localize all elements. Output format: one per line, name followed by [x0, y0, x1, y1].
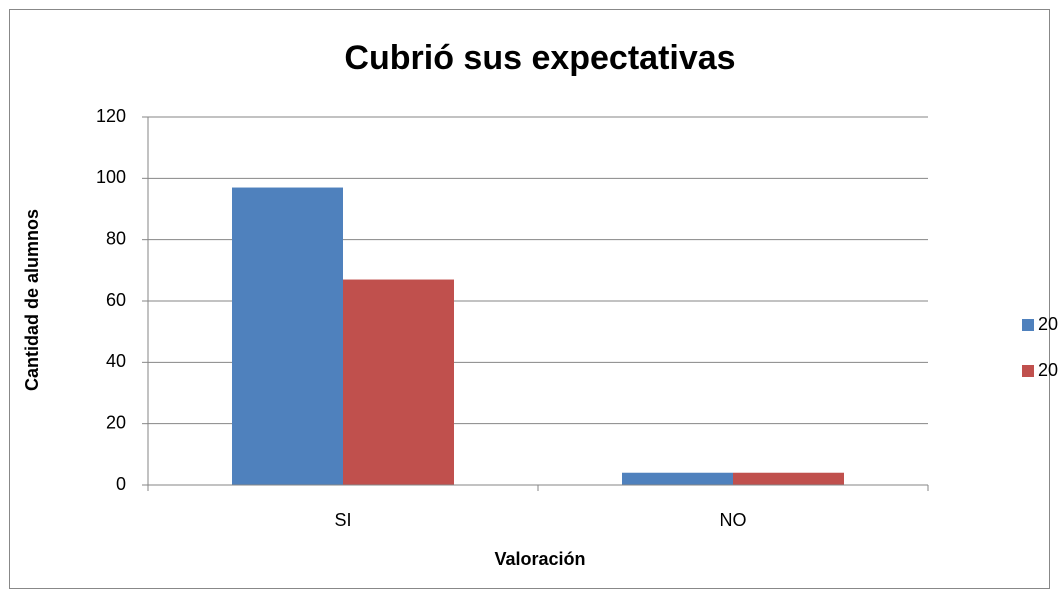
y-tick-label: 60 — [106, 290, 126, 310]
y-tick-label: 80 — [106, 228, 126, 248]
y-tick-label: 120 — [96, 106, 126, 126]
bar — [343, 279, 454, 485]
x-tick-label: NO — [720, 510, 747, 530]
legend-swatch — [1022, 365, 1034, 377]
y-tick-label: 0 — [116, 474, 126, 494]
bar — [232, 187, 343, 486]
legend-label: 2015 — [1038, 360, 1059, 380]
y-tick-label: 20 — [106, 412, 126, 432]
chart-border — [9, 9, 1050, 589]
legend-swatch — [1022, 319, 1034, 331]
bar — [622, 472, 733, 485]
y-tick-label: 100 — [96, 167, 126, 187]
y-axis-label: Cantidad de alumnos — [22, 209, 42, 391]
chart-title: Cubrió sus expectativas — [344, 39, 735, 77]
y-tick-label: 40 — [106, 351, 126, 371]
x-tick-label: SI — [334, 510, 351, 530]
bar — [733, 472, 844, 485]
x-axis-label: Valoración — [494, 549, 585, 569]
legend-label: 2014 — [1038, 314, 1059, 334]
